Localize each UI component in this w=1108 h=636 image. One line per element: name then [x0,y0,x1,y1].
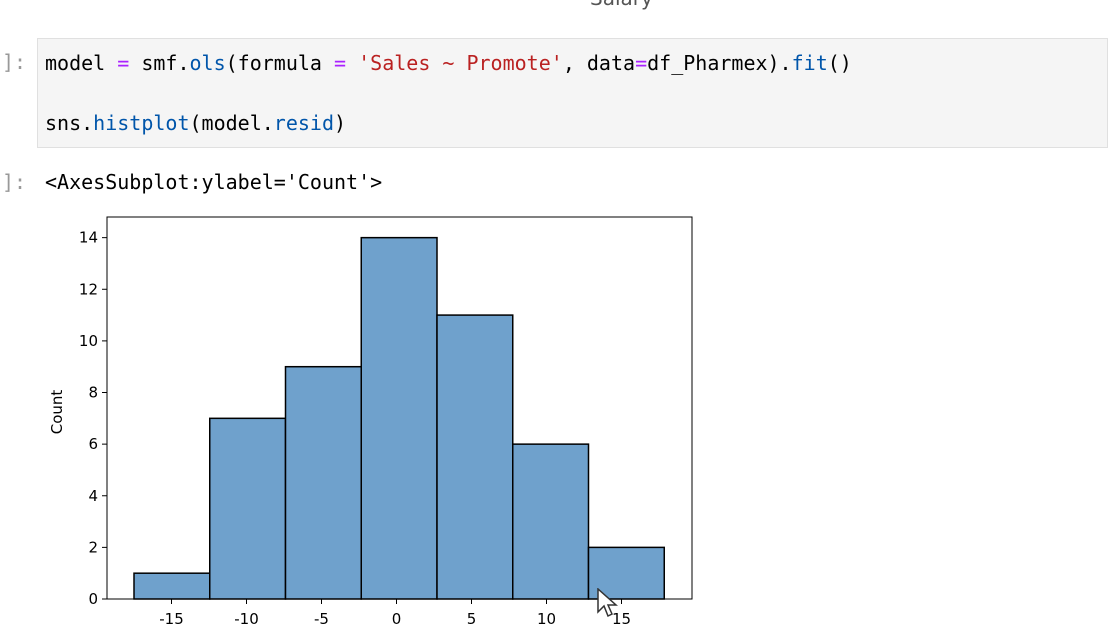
x-tick-label: -5 [314,610,329,628]
code-token: df_Pharmex). [647,51,792,75]
code-token: (formula [225,51,335,75]
code-token: model [45,51,118,75]
code-token: , data [562,51,636,75]
y-tick-label: 10 [79,332,98,350]
code-token: resid [273,111,335,135]
code-token: = [334,51,347,75]
code-token: (model. [189,111,274,135]
code-line: sns.histplot(model.resid) [45,111,346,135]
y-tick-label: 14 [79,229,98,247]
histogram-bar [512,443,590,600]
x-tick-label: -10 [234,610,259,628]
y-axis-label: Count [48,390,66,435]
y-tick-label: 4 [88,487,98,505]
code-token: () [827,51,852,75]
histogram-bar [133,572,211,600]
chart: Count -15 -10 -5 0 5 10 15 0 2 4 6 8 10 12 14 [48,216,693,628]
code-token: 'Sales ~ Promote' [358,51,563,75]
x-tick-label: 10 [537,610,556,628]
y-tick-label: 2 [88,538,98,556]
y-tick-label: 8 [88,384,98,402]
x-tick-label: 5 [467,610,477,628]
axes-frame [106,216,693,600]
histogram-bar [284,365,362,600]
y-tick-label: 0 [88,590,98,608]
x-tick-label: -15 [159,610,184,628]
code-token: smf. [129,51,190,75]
code-token: histplot [93,111,190,135]
output-prompt: ]: [2,170,27,194]
output-text: <AxesSubplot:ylabel='Count'> [45,170,383,194]
code-token [346,51,358,75]
code-line: model = smf.ols(formula = 'Sales ~ Promo… [45,51,852,75]
mouse-cursor [597,588,618,618]
histogram-bar [587,546,665,600]
code-token: ols [189,51,226,75]
code-cell[interactable]: model = smf.ols(formula = 'Sales ~ Promo… [37,38,1108,148]
y-tick-label: 6 [88,435,98,453]
histogram-bar [436,314,514,600]
code-token: = [117,51,130,75]
histogram-bar [360,236,438,600]
x-tick-label: 0 [392,610,402,628]
code-token: = [635,51,648,75]
code-token: ) [334,111,347,135]
code-token: sns. [45,111,94,135]
x-tick-label: 15 [612,610,631,628]
cell-prompt: ]: [2,50,27,74]
code-token: fit [791,51,828,75]
histogram-bar [209,417,287,600]
y-tick-label: 12 [79,280,98,298]
header-fragment: Salary [590,0,653,10]
